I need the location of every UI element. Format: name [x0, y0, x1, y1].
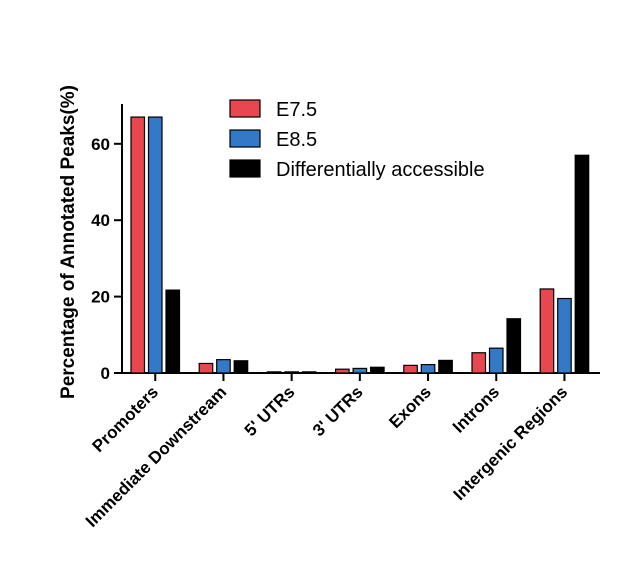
bar-exons-1: [420, 363, 436, 374]
bar-introns-2: [506, 318, 522, 374]
bar-3-utrs-2: [370, 366, 385, 374]
bar-promoters-2: [165, 289, 181, 374]
bar-promoters-1: [147, 116, 163, 374]
bar-promoters-0: [130, 116, 146, 374]
y-tick-label: 20: [91, 288, 110, 307]
legend-swatch: [229, 129, 261, 148]
legend-label: E7.5: [276, 99, 317, 121]
bar-intergenic-regions-0: [539, 288, 555, 374]
legend-swatch: [229, 99, 261, 118]
x-tick-label: 3' UTRs: [309, 382, 367, 440]
legend-label: E8.5: [276, 129, 317, 151]
bar-immediate-downstream-0: [198, 362, 214, 374]
bar-introns-0: [471, 352, 487, 374]
bar-immediate-downstream-1: [216, 359, 231, 374]
bar-intergenic-regions-1: [557, 297, 572, 374]
bar-exons-0: [403, 364, 418, 374]
y-tick-label: 60: [91, 135, 110, 154]
x-tick-label: Introns: [449, 382, 503, 436]
bar-5-utrs-2: [301, 371, 317, 374]
bar-3-utrs-1: [352, 367, 368, 374]
bar-3-utrs-0: [335, 368, 350, 374]
y-tick-label: 0: [101, 364, 110, 383]
legend: E7.5 E8.5 Differentially accessible: [229, 99, 485, 181]
bar-exons-2: [438, 359, 453, 374]
x-tick-label: Promoters: [89, 382, 163, 456]
x-tick-label: Immediate Downstream: [82, 382, 230, 530]
legend-label: Differentially accessible: [276, 159, 485, 181]
y-axis-title: Percentage of Annotated Peaks(%): [58, 85, 79, 399]
bar-immediate-downstream-2: [233, 360, 249, 374]
x-tick-label: Intergenic Regions: [450, 382, 572, 504]
bar-intergenic-regions-2: [574, 154, 590, 374]
y-ticks: 0 20 40 60: [91, 135, 122, 383]
y-tick-label: 40: [91, 211, 110, 230]
legend-swatch: [229, 159, 261, 178]
bar-5-utrs-1: [284, 371, 299, 374]
bar-5-utrs-0: [266, 371, 282, 374]
x-tick-label: 5' UTRs: [241, 382, 299, 440]
bar-introns-1: [488, 347, 504, 374]
y-axis: 0 20 40 60: [91, 104, 123, 383]
bars: [130, 116, 590, 374]
x-tick-label: Exons: [385, 382, 435, 432]
